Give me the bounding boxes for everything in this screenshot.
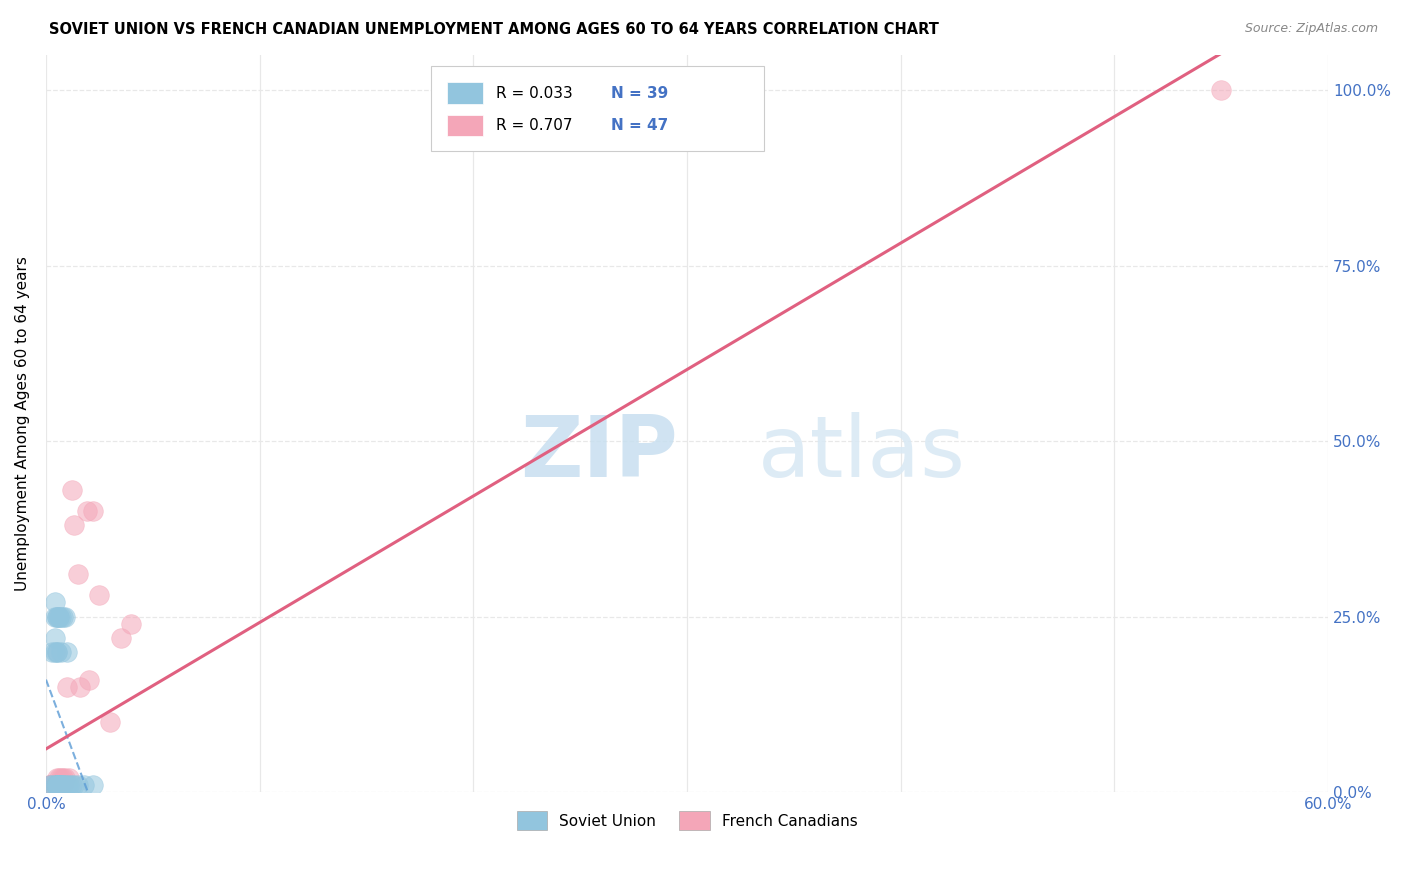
Point	[48, 778, 70, 792]
Point	[44, 631, 66, 645]
Point	[45, 609, 67, 624]
Point	[41, 778, 63, 792]
Point	[52, 771, 75, 785]
Point	[110, 631, 132, 645]
Point	[39, 778, 62, 792]
Point	[58, 771, 80, 785]
Point	[98, 714, 121, 729]
Point	[52, 778, 75, 792]
Point	[48, 771, 70, 785]
Point	[44, 609, 66, 624]
Text: N = 39: N = 39	[612, 86, 669, 101]
Text: atlas: atlas	[758, 411, 966, 494]
Point	[77, 673, 100, 687]
Point	[41, 778, 63, 792]
Point	[39, 778, 62, 792]
Point	[66, 567, 89, 582]
Point	[44, 778, 66, 792]
Point	[39, 778, 62, 792]
Point	[73, 778, 96, 792]
Point	[44, 778, 66, 792]
Point	[44, 778, 66, 792]
Text: N = 47: N = 47	[612, 118, 669, 133]
Point	[39, 778, 62, 792]
Point	[45, 778, 67, 792]
Point	[60, 483, 83, 498]
Point	[52, 778, 75, 792]
Point	[41, 778, 63, 792]
Point	[45, 778, 67, 792]
Bar	[447, 115, 484, 136]
Point	[39, 778, 62, 792]
Point	[45, 778, 67, 792]
Point	[44, 778, 66, 792]
Point	[53, 609, 76, 624]
Text: R = 0.707: R = 0.707	[496, 118, 572, 133]
Point	[76, 504, 98, 518]
Point	[44, 595, 66, 609]
Text: SOVIET UNION VS FRENCH CANADIAN UNEMPLOYMENT AMONG AGES 60 TO 64 YEARS CORRELATI: SOVIET UNION VS FRENCH CANADIAN UNEMPLOY…	[49, 22, 939, 37]
Point	[82, 504, 104, 518]
Point	[45, 778, 67, 792]
Point	[52, 609, 75, 624]
Point	[44, 778, 66, 792]
Point	[82, 778, 104, 792]
Point	[41, 645, 63, 659]
Text: ZIP: ZIP	[520, 411, 678, 494]
Point	[58, 778, 80, 792]
Point	[48, 778, 70, 792]
Point	[45, 645, 67, 659]
Point	[45, 778, 67, 792]
Point	[41, 778, 63, 792]
Point	[60, 778, 83, 792]
Point	[48, 778, 70, 792]
Legend: Soviet Union, French Canadians: Soviet Union, French Canadians	[510, 805, 863, 836]
Point	[45, 778, 67, 792]
FancyBboxPatch shape	[430, 66, 763, 151]
Point	[45, 778, 67, 792]
Point	[53, 771, 76, 785]
Point	[41, 778, 63, 792]
Point	[62, 778, 84, 792]
Point	[44, 645, 66, 659]
Point	[48, 778, 70, 792]
Point	[48, 609, 70, 624]
Point	[45, 645, 67, 659]
Point	[39, 778, 62, 792]
Point	[89, 589, 111, 603]
Point	[45, 778, 67, 792]
Point	[62, 518, 84, 533]
Point	[41, 778, 63, 792]
Point	[45, 771, 67, 785]
Point	[45, 609, 67, 624]
Point	[49, 778, 72, 792]
Point	[56, 778, 79, 792]
Point	[56, 680, 79, 694]
Point	[48, 609, 70, 624]
Text: Source: ZipAtlas.com: Source: ZipAtlas.com	[1244, 22, 1378, 36]
Point	[41, 778, 63, 792]
Point	[45, 778, 67, 792]
Text: R = 0.033: R = 0.033	[496, 86, 572, 101]
Point	[44, 778, 66, 792]
Point	[41, 778, 63, 792]
Point	[120, 616, 142, 631]
Point	[69, 680, 91, 694]
Point	[1211, 83, 1233, 97]
Point	[44, 778, 66, 792]
Y-axis label: Unemployment Among Ages 60 to 64 years: Unemployment Among Ages 60 to 64 years	[15, 256, 30, 591]
Point	[49, 778, 72, 792]
Point	[49, 609, 72, 624]
Point	[56, 645, 79, 659]
Bar	[447, 82, 484, 103]
Point	[49, 778, 72, 792]
Point	[66, 778, 89, 792]
Point	[53, 778, 76, 792]
Point	[49, 645, 72, 659]
Point	[49, 771, 72, 785]
Point	[52, 778, 75, 792]
Point	[48, 778, 70, 792]
Point	[44, 778, 66, 792]
Point	[45, 778, 67, 792]
